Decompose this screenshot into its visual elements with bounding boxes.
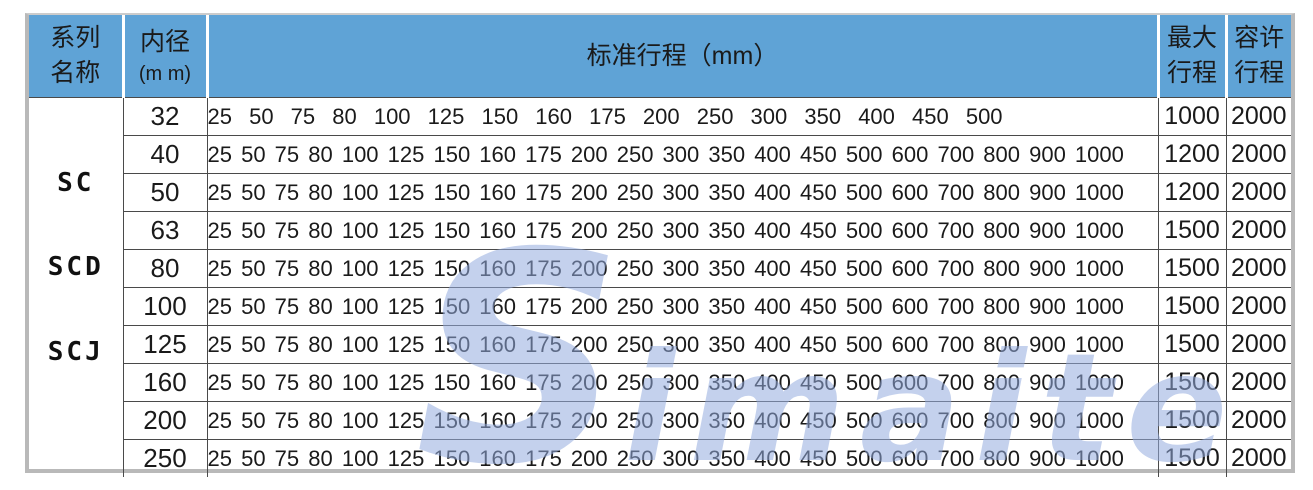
bore-cell: 40 — [122, 135, 208, 174]
table-row: 200 25 50 75 80 100 125 150 160 175 200 … — [29, 401, 1292, 440]
series-label-scd: SCD — [47, 251, 104, 282]
allowable-stroke-cell: 2000 — [1225, 439, 1292, 478]
table-row: 160 25 50 75 80 100 125 150 160 175 200 … — [29, 363, 1292, 402]
strokes-cell: 25 50 75 80 100 125 150 160 175 200 250 … — [206, 287, 1159, 326]
bore-cell: 63 — [122, 211, 208, 250]
table-header: 系列 名称 内径 (m m) 标准行程（mm） 最大 行程 — [29, 15, 1292, 98]
table-row: 80 25 50 75 80 100 125 150 160 175 200 2… — [29, 249, 1292, 288]
header-series-line2: 名称 — [50, 59, 101, 87]
series-label-scj: SCJ — [47, 336, 104, 367]
header-max-line2: 行程 — [1166, 59, 1217, 87]
allowable-stroke-cell: 2000 — [1225, 97, 1292, 136]
allowable-stroke-cell: 2000 — [1225, 211, 1292, 250]
bore-cell: 250 — [122, 439, 208, 478]
stroke-spec-table-frame: 系列 名称 内径 (m m) 标准行程（mm） 最大 行程 — [25, 13, 1295, 478]
allowable-stroke-cell: 2000 — [1225, 325, 1292, 364]
table-body: SC SCD SCJ 32 25 50 75 80 100 125 150 16… — [28, 97, 1292, 478]
header-allow-line1: 容许 — [1234, 24, 1285, 52]
table-row: 250 25 50 75 80 100 125 150 160 175 200 … — [29, 439, 1292, 478]
allowable-stroke-cell: 2000 — [1225, 173, 1292, 212]
header-bore: 内径 (m m) — [121, 15, 208, 98]
max-stroke-cell: 1000 — [1157, 97, 1227, 136]
header-standard-stroke: 标准行程（mm） — [205, 15, 1159, 98]
bore-cell: 32 — [122, 97, 208, 136]
allowable-stroke-cell: 2000 — [1225, 135, 1292, 174]
header-series-line1: 系列 — [50, 24, 101, 52]
table-row: SC SCD SCJ 32 25 50 75 80 100 125 150 16… — [28, 97, 1292, 478]
allowable-stroke-cell: 2000 — [1225, 363, 1292, 402]
bore-cell: 160 — [122, 363, 208, 402]
header-row: 系列 名称 内径 (m m) 标准行程（mm） 最大 行程 — [29, 15, 1292, 98]
strokes-cell: 25 50 75 80 100 125 150 160 175 200 250 … — [206, 401, 1159, 440]
strokes-cell: 25 50 75 80 100 125 150 160 175 200 250 … — [206, 97, 1159, 136]
allowable-stroke-cell: 2000 — [1225, 401, 1292, 440]
table-row: 63 25 50 75 80 100 125 150 160 175 200 2… — [29, 211, 1292, 250]
table-row: 100 25 50 75 80 100 125 150 160 175 200 … — [29, 287, 1292, 326]
header-bore-line1: 内径 — [139, 27, 190, 56]
strokes-cell: 25 50 75 80 100 125 150 160 175 200 250 … — [206, 135, 1159, 174]
strokes-cell: 25 50 75 80 100 125 150 160 175 200 250 … — [206, 173, 1159, 212]
max-stroke-cell: 1500 — [1157, 439, 1227, 478]
header-bore-unit: (m m) — [138, 62, 192, 85]
header-max-stroke: 最大 行程 — [1156, 15, 1227, 98]
series-cell: SC SCD SCJ — [28, 97, 124, 478]
bore-cell: 125 — [122, 325, 208, 364]
strokes-cell: 25 50 75 80 100 125 150 160 175 200 250 … — [206, 363, 1159, 402]
max-stroke-cell: 1500 — [1157, 363, 1227, 402]
table-row: 40 25 50 75 80 100 125 150 160 175 200 2… — [29, 135, 1292, 174]
series-label-sc: SC — [57, 168, 95, 199]
stroke-spec-table: 系列 名称 内径 (m m) 标准行程（mm） 最大 行程 — [28, 15, 1292, 478]
strokes-cell: 25 50 75 80 100 125 150 160 175 200 250 … — [206, 249, 1159, 288]
allowable-stroke-cell: 2000 — [1225, 249, 1292, 288]
max-stroke-cell: 1200 — [1157, 135, 1227, 174]
max-stroke-cell: 1500 — [1157, 325, 1227, 364]
max-stroke-cell: 1200 — [1157, 173, 1227, 212]
max-stroke-cell: 1500 — [1157, 401, 1227, 440]
max-stroke-cell: 1500 — [1157, 211, 1227, 250]
bore-cell: 100 — [122, 287, 208, 326]
header-standard-stroke-label: 标准行程（mm） — [586, 41, 779, 70]
header-series: 系列 名称 — [29, 15, 124, 98]
header-allow-line2: 行程 — [1234, 59, 1285, 87]
bore-cell: 50 — [122, 173, 208, 212]
strokes-cell: 25 50 75 80 100 125 150 160 175 200 250 … — [206, 211, 1159, 250]
strokes-cell: 25 50 75 80 100 125 150 160 175 200 250 … — [206, 325, 1159, 364]
bore-cell: 80 — [122, 249, 208, 288]
header-allowable-stroke: 容许 行程 — [1224, 15, 1292, 98]
max-stroke-cell: 1500 — [1157, 249, 1227, 288]
max-stroke-cell: 1500 — [1157, 287, 1227, 326]
strokes-cell: 25 50 75 80 100 125 150 160 175 200 250 … — [206, 439, 1159, 478]
allowable-stroke-cell: 2000 — [1225, 287, 1292, 326]
header-max-line1: 最大 — [1166, 24, 1217, 52]
table-row: 125 25 50 75 80 100 125 150 160 175 200 … — [29, 325, 1292, 364]
table-row: 50 25 50 75 80 100 125 150 160 175 200 2… — [29, 173, 1292, 212]
bore-cell: 200 — [122, 401, 208, 440]
